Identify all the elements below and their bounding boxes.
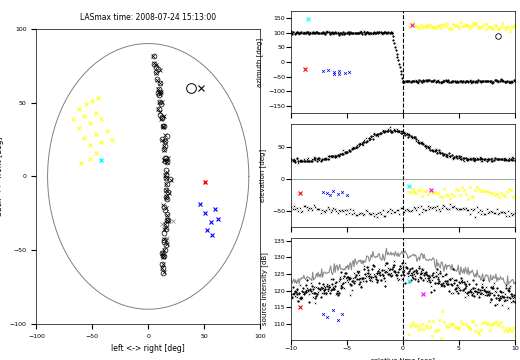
X-axis label: relative time [sec]: relative time [sec] — [371, 357, 435, 360]
Y-axis label: elevation [deg]: elevation [deg] — [259, 149, 266, 202]
Title: LASmax time: 2008-07-24 15:13:00: LASmax time: 2008-07-24 15:13:00 — [80, 13, 216, 22]
Y-axis label: azimuth [deg]: azimuth [deg] — [256, 37, 263, 87]
Y-axis label: source intensity [dB]: source intensity [dB] — [261, 252, 268, 325]
Y-axis label: back <-> front [deg]: back <-> front [deg] — [0, 137, 4, 216]
X-axis label: left <-> right [deg]: left <-> right [deg] — [111, 344, 185, 353]
